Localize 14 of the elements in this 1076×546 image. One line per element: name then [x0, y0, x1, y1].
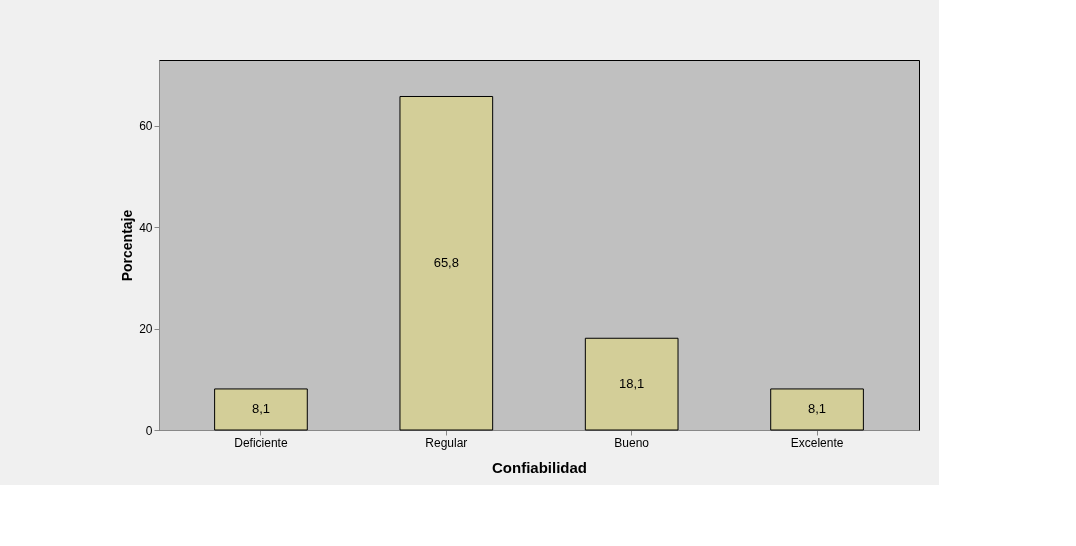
- data-label: 8,1: [251, 401, 270, 417]
- y-tick-label: 0: [145, 423, 153, 438]
- y-axis-title: Porcentaje: [119, 209, 136, 282]
- data-label: 18,1: [619, 376, 645, 392]
- y-tick-label: 40: [139, 220, 153, 235]
- y-tick-label: 60: [139, 119, 153, 134]
- data-label: 65,8: [433, 255, 459, 271]
- x-tick-label: Regular: [425, 435, 468, 450]
- x-tick-label: Deficiente: [234, 435, 288, 450]
- x-tick-label: Excelente: [790, 435, 844, 450]
- y-tick-label: 20: [139, 322, 153, 337]
- data-label: 8,1: [808, 401, 827, 417]
- x-tick-label: Bueno: [614, 435, 650, 450]
- x-axis-title: Confiabilidad: [492, 458, 587, 476]
